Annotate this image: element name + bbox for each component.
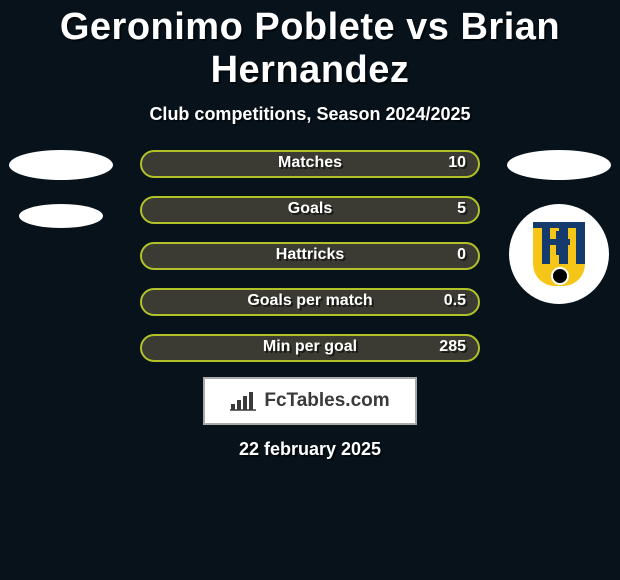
ball-icon	[551, 267, 569, 285]
stat-value: 5	[457, 200, 466, 218]
player2-ellipse-1	[507, 150, 611, 180]
stat-label: Goals	[288, 200, 332, 218]
stat-value: 0.5	[444, 292, 466, 310]
stat-row-goals: Goals 5	[140, 196, 480, 224]
cross-h	[548, 239, 570, 245]
player1-ellipse-1	[9, 150, 113, 180]
stat-row-hattricks: Hattricks 0	[140, 242, 480, 270]
stat-row-gpm: Goals per match 0.5	[140, 288, 480, 316]
stat-row-mpg: Min per goal 285	[140, 334, 480, 362]
stripe	[542, 228, 551, 264]
stripe	[533, 228, 542, 264]
club-crest	[509, 204, 609, 304]
stripe	[568, 228, 577, 264]
shield-icon	[533, 222, 585, 286]
fctables-logo[interactable]: FcTables.com	[203, 377, 417, 425]
stats-column: Matches 10 Goals 5 Hattricks 0 Goals per…	[140, 150, 480, 380]
left-player-col	[6, 150, 116, 252]
player1-ellipse-2	[19, 204, 103, 228]
stat-row-matches: Matches 10	[140, 150, 480, 178]
page-title: Geronimo Poblete vs Brian Hernandez	[0, 0, 620, 92]
right-player-col	[504, 150, 614, 304]
stat-value: 0	[457, 246, 466, 264]
stat-value: 10	[448, 154, 466, 172]
stat-label: Min per goal	[263, 338, 357, 356]
stat-label: Goals per match	[247, 292, 372, 310]
subtitle: Club competitions, Season 2024/2025	[0, 104, 620, 125]
comparison-card: Geronimo Poblete vs Brian Hernandez Club…	[0, 0, 620, 580]
logo-text: FcTables.com	[264, 390, 389, 412]
date-text: 22 february 2025	[0, 439, 620, 460]
bar-chart-icon	[230, 390, 258, 412]
stat-value: 285	[439, 338, 466, 356]
stat-label: Hattricks	[276, 246, 344, 264]
stripe	[576, 228, 585, 264]
stat-label: Matches	[278, 154, 342, 172]
